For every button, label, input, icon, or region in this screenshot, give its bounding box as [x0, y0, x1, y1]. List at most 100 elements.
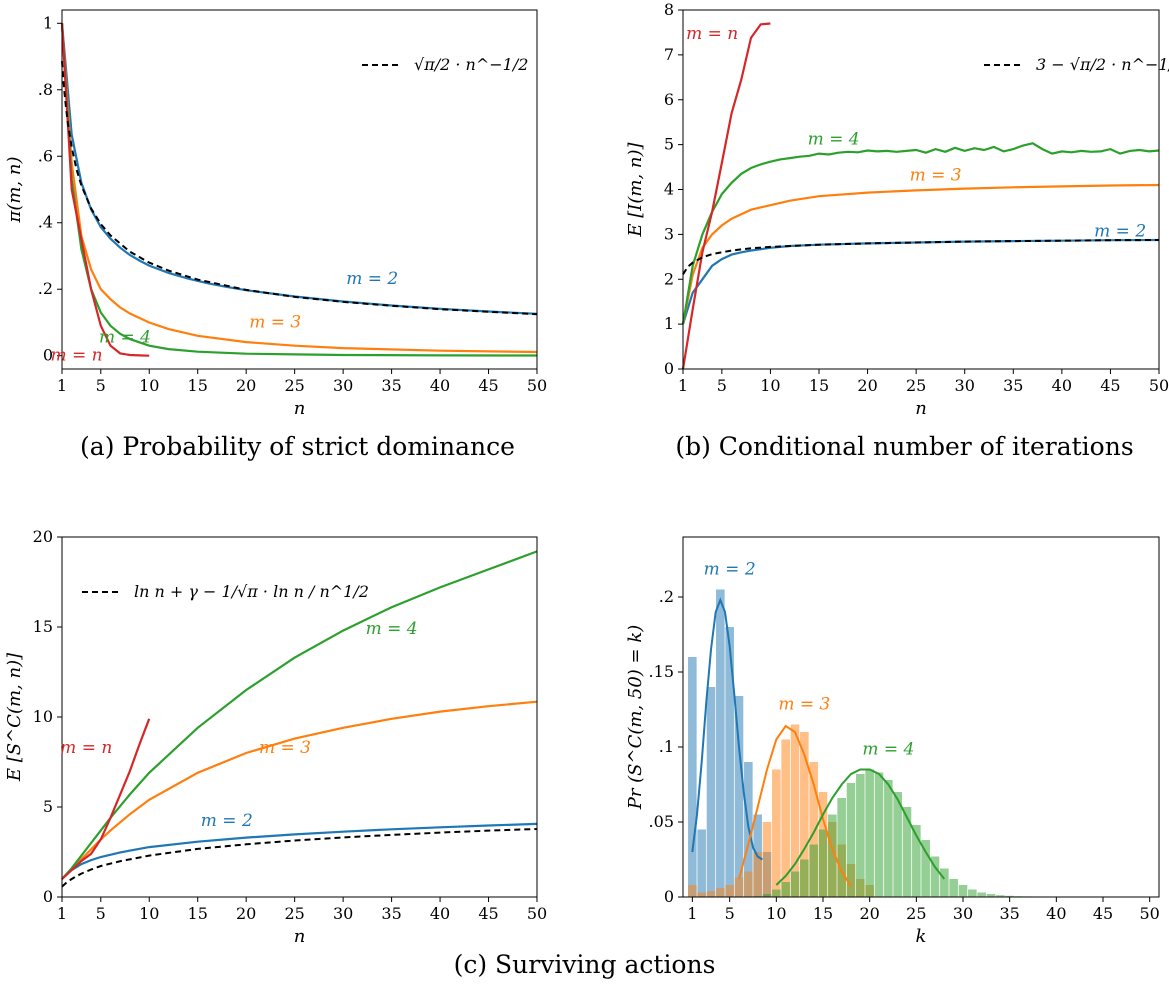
bar-m-4-k15 — [818, 829, 828, 897]
y-tick-label: .8 — [38, 80, 53, 99]
x-tick-label: 25 — [906, 376, 926, 395]
series-line-m-2 — [61, 822, 538, 880]
series-annotation-m-n: m = n — [60, 738, 112, 758]
y-tick-label: .4 — [38, 213, 53, 232]
bar-m-3-k1 — [688, 885, 697, 897]
y-axis-label: E [S^C(m, n)] — [4, 652, 25, 782]
fit-line-m-4 — [775, 768, 946, 886]
y-tick-label: 7 — [664, 45, 674, 64]
plot-frame-a — [61, 9, 538, 370]
x-tick-label: 10 — [766, 904, 786, 923]
bar-m-4-k30 — [958, 885, 968, 897]
bar-m-4-k20 — [865, 769, 874, 897]
x-tick-label: 15 — [188, 376, 208, 395]
bar-m-2-k6 — [734, 696, 744, 897]
bar-m-4-k17 — [837, 798, 846, 897]
bar-m-4-k33 — [986, 894, 996, 897]
bar-m-4-k34 — [996, 895, 1005, 897]
bar-m-4-k28 — [940, 868, 949, 897]
series-annotation-m-3: m = 3 — [778, 695, 830, 715]
x-tick-label: 30 — [333, 376, 353, 395]
x-tick-label: 30 — [955, 376, 975, 395]
series-annotation-m-n: m = n — [686, 24, 738, 44]
x-tick-label: 50 — [1139, 904, 1159, 923]
series-line-m-3 — [61, 700, 538, 880]
y-tick-label: .6 — [38, 146, 53, 165]
y-tick-label: 1 — [43, 13, 53, 32]
bar-m-3-k12 — [790, 724, 800, 897]
y-tick-label: 4 — [664, 180, 674, 199]
bar-m-3-k13 — [800, 732, 809, 897]
bar-m-4-k22 — [884, 780, 893, 897]
bar-m-3-k10 — [772, 769, 781, 897]
series-line-m-n — [60, 23, 150, 357]
x-tick-label: 45 — [1093, 904, 1113, 923]
bar-m-2-k2 — [697, 829, 706, 897]
bar-m-4-k29 — [949, 879, 958, 897]
x-tick-label: 40 — [1046, 904, 1066, 923]
y-tick-label: .1 — [659, 737, 674, 756]
legend-label: 3 − √π/2 · n^−1/2 — [1036, 55, 1169, 74]
y-axis-label: Pr (S^C(m, 50) = k) — [625, 625, 646, 811]
bar-m-4-k19 — [856, 774, 865, 897]
x-axis-label: n — [915, 398, 927, 419]
series-annotation-m-3: m = 3 — [910, 166, 962, 186]
series-line-m-3 — [681, 183, 1160, 325]
caption-surviving-actions: (c) Surviving actions — [453, 950, 716, 979]
plot-frame-d — [682, 536, 1160, 898]
series-line-ln-n-1-ln-n-n-1-2 — [61, 828, 538, 888]
bar-m-4-k35 — [1005, 895, 1014, 897]
series-annotation-m-2: m = 2 — [346, 269, 398, 289]
x-tick-label: 35 — [381, 904, 401, 923]
y-tick-label: 5 — [43, 797, 53, 816]
y-tick-label: 15 — [33, 617, 53, 636]
bar-m-3-k8 — [753, 852, 762, 897]
bar-m-2-k5 — [725, 627, 734, 897]
y-axis-label: π(m, n) — [4, 157, 25, 224]
legend-label: √π/2 · n^−1/2 — [414, 55, 528, 74]
y-tick-label: 1 — [664, 314, 674, 333]
series-annotation-m-2: m = 2 — [201, 811, 253, 831]
bar-m-4-k26 — [921, 840, 930, 897]
bar-m-2-k3 — [706, 687, 716, 897]
x-tick-label: 15 — [809, 376, 829, 395]
series-annotation-m-2: m = 2 — [704, 560, 756, 580]
x-tick-label: 20 — [236, 376, 256, 395]
y-tick-label: .2 — [38, 279, 53, 298]
bar-m-3-k5 — [725, 885, 734, 897]
y-tick-label: .05 — [649, 812, 674, 831]
bar-m-4-k16 — [828, 814, 837, 897]
bar-m-4-k24 — [902, 807, 912, 897]
x-tick-label: 5 — [725, 904, 735, 923]
series-line-m-3 — [60, 23, 538, 354]
bar-m-3-k3 — [706, 891, 716, 897]
series-annotation-m-4: m = 4 — [862, 740, 914, 760]
x-tick-label: 30 — [953, 904, 973, 923]
y-tick-label: 8 — [664, 0, 674, 19]
y-tick-label: .15 — [649, 662, 674, 681]
x-tick-label: 50 — [527, 376, 547, 395]
caption-probability-of-strict-dominance: (a) Probability of strict dominance — [80, 432, 515, 461]
y-tick-label: 0 — [664, 887, 674, 906]
bar-m-4-k11 — [781, 882, 790, 897]
x-tick-label: 25 — [284, 904, 304, 923]
x-tick-label: 1 — [687, 904, 697, 923]
bar-m-4-k14 — [809, 844, 818, 897]
x-tick-label: 5 — [96, 904, 106, 923]
y-tick-label: 0 — [664, 359, 674, 378]
x-tick-label: 25 — [284, 376, 304, 395]
bar-m-4-k18 — [846, 783, 856, 897]
y-tick-label: 6 — [664, 90, 674, 109]
x-tick-label: 1 — [57, 904, 67, 923]
x-tick-label: 30 — [333, 904, 353, 923]
series-annotation-m-3: m = 3 — [249, 312, 301, 332]
bar-m-3-k11 — [781, 739, 790, 897]
x-tick-label: 50 — [527, 904, 547, 923]
x-tick-label: 35 — [999, 904, 1019, 923]
bar-m-4-k32 — [977, 892, 986, 897]
series-line-m-4 — [681, 142, 1160, 325]
